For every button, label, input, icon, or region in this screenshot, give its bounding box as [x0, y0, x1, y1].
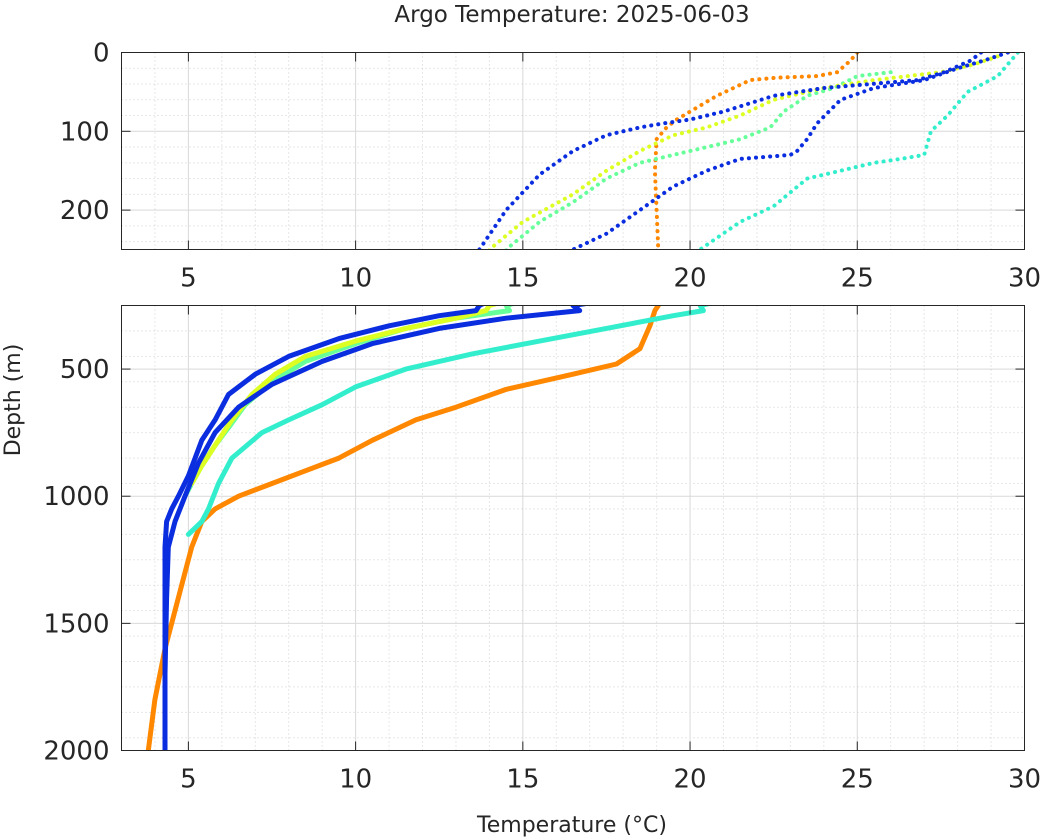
profile-orange-lower — [145, 305, 661, 751]
y-tick-label: 200 — [60, 196, 110, 226]
lower-panel: 5 10 15 20 25 30 500 1000 1500 2000 — [43, 305, 1041, 795]
x-tick-label: 25 — [841, 765, 874, 795]
x-tick-label: 5 — [180, 264, 197, 294]
profile-cyan-lower — [185, 305, 712, 537]
x-tick-label: 5 — [180, 765, 197, 795]
y-tick-label: 0 — [93, 39, 110, 69]
profile-cyan-upper — [698, 52, 1020, 250]
x-axis-label: Temperature (°C) — [476, 813, 667, 838]
x-tick-label: 15 — [506, 765, 539, 795]
y-tick-label: 1500 — [43, 609, 109, 639]
x-tick-label: 30 — [1008, 264, 1041, 294]
x-tick-label: 25 — [841, 264, 874, 294]
upper-panel-border — [121, 52, 1025, 250]
profile-blue-2-lower — [162, 305, 486, 751]
profile-yellow-upper — [487, 54, 1000, 250]
x-tick-label: 20 — [674, 264, 707, 294]
upper-panel: 5 10 15 20 25 30 0 100 200 — [60, 39, 1041, 294]
chart-title: Argo Temperature: 2025-06-03 — [394, 2, 749, 28]
profile-blue-2-upper — [477, 52, 983, 250]
profile-orange-upper — [652, 52, 860, 250]
y-tick-label: 2000 — [43, 737, 109, 767]
profile-blue-lower — [162, 305, 590, 751]
x-tick-label: 10 — [339, 264, 372, 294]
y-tick-label: 500 — [60, 355, 110, 385]
x-tick-label: 20 — [674, 765, 707, 795]
lower-panel-border — [121, 305, 1025, 751]
profile-yellow-lower — [189, 305, 500, 486]
y-tick-label: 100 — [60, 117, 110, 147]
x-tick-label: 30 — [1008, 765, 1041, 795]
x-tick-label: 10 — [339, 765, 372, 795]
y-tick-label: 1000 — [43, 482, 109, 512]
profile-blue-upper — [571, 52, 1010, 250]
y-axis-label: Depth (m) — [1, 344, 26, 457]
profile-green-upper — [504, 70, 893, 250]
x-tick-label: 15 — [506, 264, 539, 294]
